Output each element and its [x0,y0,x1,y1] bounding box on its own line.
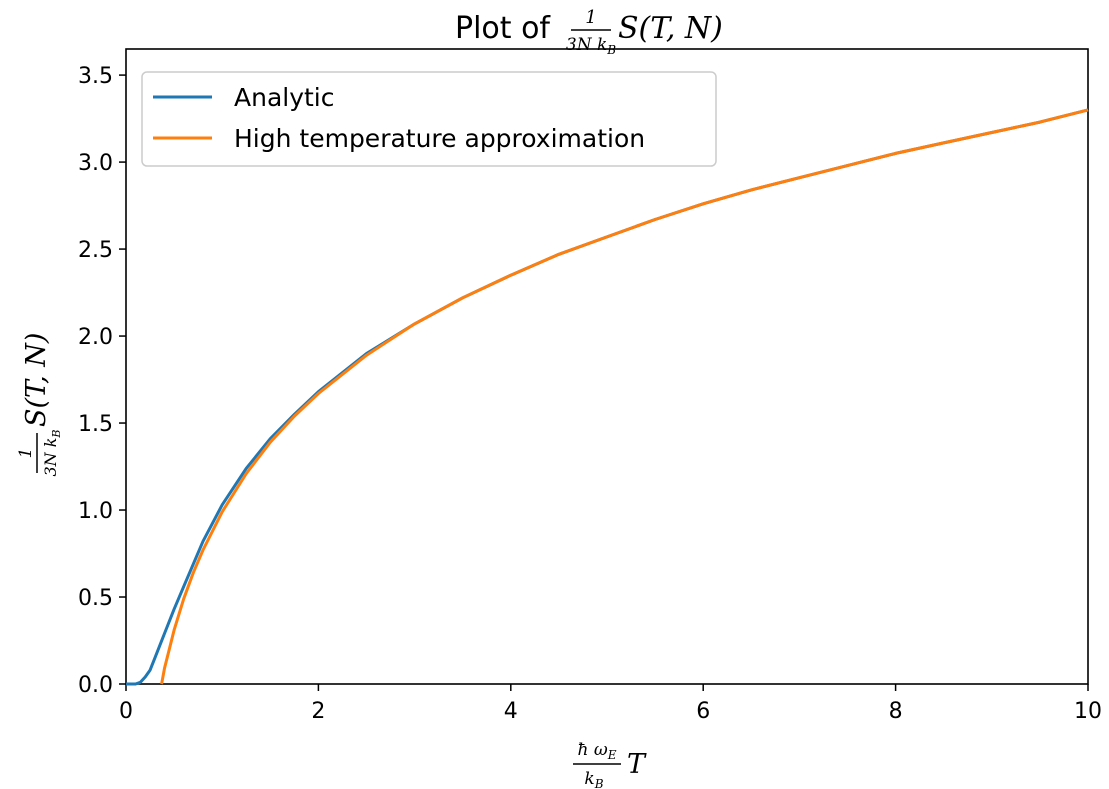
title-frac-den-sub: B [606,43,616,57]
xlabel-frac-num-sub: E [607,748,617,762]
y-tick-label: 1.5 [78,412,113,437]
y-tick-label: 3.5 [78,64,113,89]
ylabel-func: S(T, N) [21,333,52,427]
title-frac-den-main: 3N k [566,35,607,55]
x-axis-label: ħ ωE kB T [573,740,647,789]
xlabel-var: T [627,749,647,780]
title-prefix: Plot of [455,11,551,46]
xlabel-frac-num: ħ ωE [578,740,617,762]
legend-label-high-temperature-approximation: High temperature approximation [234,124,645,153]
y-tick-label: 0.0 [78,673,113,698]
x-tick-label: 8 [889,699,903,724]
ylabel-frac-den: 3N kB [41,429,63,476]
y-tick-label: 2.0 [78,325,113,350]
series-line-high-temperature-approximation [160,108,1089,685]
x-tick-label: 10 [1074,699,1102,724]
title-frac-num: 1 [585,7,596,28]
title-frac-den: 3N kB [566,35,616,57]
xlabel-frac-den-sub: B [594,777,604,789]
series-line-analytic [126,108,1089,686]
legend-label-analytic: Analytic [234,83,335,112]
x-tick-label: 2 [311,699,325,724]
x-tick-label: 4 [504,699,518,724]
series-lines [126,108,1089,686]
y-axis-label: 1 3N kB S(T, N) [16,333,63,477]
xlabel-frac-den: kB [584,769,603,789]
ylabel-frac-den-main: 3N k [41,438,60,477]
x-tick-label: 0 [119,699,133,724]
y-tick-label: 3.0 [78,151,113,176]
y-tick-label: 1.0 [78,499,113,524]
x-axis-ticks: 0 2 4 6 8 10 [119,684,1102,724]
legend-box [141,71,717,167]
ylabel-frac-den-sub: B [50,429,63,438]
y-tick-label: 0.5 [78,586,113,611]
title-func: S(T, N) [618,11,723,46]
y-axis-ticks: 0.0 0.5 1.0 1.5 2.0 2.5 3.0 3.5 [78,64,126,698]
xlabel-frac-num-main: ħ ω [578,740,608,760]
chart-title: Plot of 1 3N kB S(T, N) [455,7,723,57]
x-tick-label: 6 [696,699,710,724]
xlabel-frac-den-main: k [584,769,594,789]
ylabel-frac-num: 1 [16,448,36,459]
legend: Analytic High temperature approximation [141,71,717,167]
y-tick-label: 2.5 [78,238,113,263]
plot-area-frame [125,48,1089,685]
